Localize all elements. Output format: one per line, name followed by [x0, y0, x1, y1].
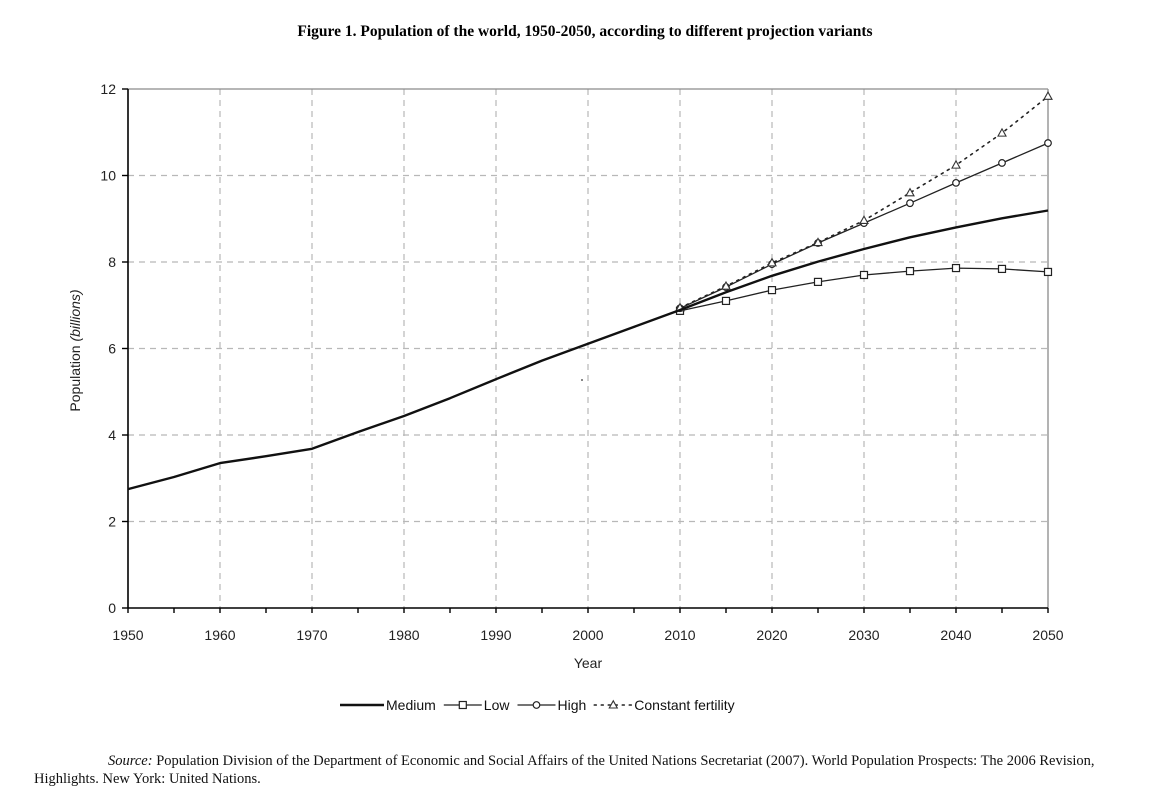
- x-tick-label: 1990: [480, 627, 511, 643]
- series-group: [127, 91, 1053, 491]
- y-axis-label-unit: (billions): [67, 289, 83, 341]
- legend-item-low: Low: [443, 697, 511, 713]
- marker-high: [998, 159, 1006, 167]
- marker-constant-fertility: [859, 215, 869, 225]
- legend-item-constant-fertility: Constant fertility: [593, 697, 735, 713]
- marker-constant-fertility: [767, 257, 777, 267]
- marker-low: [905, 266, 915, 276]
- stray-dot: [581, 379, 583, 381]
- x-tick-label: 2030: [848, 627, 879, 643]
- legend-item-medium: Medium: [340, 697, 436, 713]
- x-axis-ticks: 1950 1960 1970 1980 1990 2000 2010 2020 2030 2040…: [112, 608, 1064, 643]
- x-tick-label: 2000: [572, 627, 603, 643]
- marker-constant-fertility: [1043, 91, 1053, 100]
- legend-marker: [608, 699, 619, 709]
- x-tick-label: 2050: [1032, 627, 1063, 643]
- y-tick-label: 2: [108, 514, 116, 530]
- marker-low: [813, 277, 823, 286]
- gridlines: [128, 89, 1048, 608]
- y-tick-label: 12: [100, 81, 116, 97]
- legend: Medium Low High Constant fertility: [340, 697, 735, 713]
- legend-marker: [458, 700, 467, 710]
- marker-low: [859, 270, 869, 280]
- legend-item-high: High: [517, 697, 586, 713]
- y-tick-label: 0: [108, 600, 116, 616]
- marker-constant-fertility: [721, 280, 731, 290]
- marker-constant-fertility: [813, 237, 823, 247]
- legend-label: High: [557, 697, 586, 713]
- x-tick-label: 1950: [112, 627, 143, 643]
- plot-frame: [128, 88, 1049, 608]
- legend-label: Medium: [386, 697, 436, 713]
- marker-constant-fertility: [997, 127, 1007, 137]
- x-tick-label: 2020: [756, 627, 787, 643]
- source-note: Source: Population Division of the Depar…: [34, 752, 1144, 788]
- marker-low: [767, 286, 777, 295]
- y-tick-label: 6: [108, 341, 116, 357]
- marker-low: [997, 264, 1007, 274]
- x-tick-label: 2010: [664, 627, 695, 643]
- y-axis-label: Population (billions): [67, 289, 83, 411]
- marker-low: [1043, 267, 1053, 277]
- marker-high: [952, 178, 960, 187]
- y-tick-label: 10: [100, 168, 116, 184]
- legend-marker: [532, 701, 541, 709]
- marker-high: [1044, 139, 1052, 147]
- source-text: Population Division of the Department of…: [34, 753, 1095, 787]
- legend-label: Low: [484, 697, 511, 713]
- x-axis-label: Year: [574, 655, 603, 671]
- marker-high: [906, 199, 914, 208]
- series-medium: [127, 209, 1049, 491]
- line-medium: [127, 209, 1049, 491]
- chart-title: Figure 1. Population of the world, 1950-…: [297, 23, 873, 40]
- source-label: Source:: [108, 753, 153, 769]
- x-tick-label: 1980: [388, 627, 419, 643]
- legend-symbol-constant-fertility: [593, 699, 634, 709]
- marker-constant-fertility: [951, 159, 961, 169]
- y-tick-label: 4: [108, 427, 116, 443]
- y-tick-label: 8: [108, 254, 116, 270]
- marker-low: [721, 296, 731, 306]
- x-tick-label: 1970: [296, 627, 327, 643]
- legend-symbol-low: [443, 700, 482, 710]
- marker-low: [951, 263, 961, 273]
- x-tick-label: 2040: [940, 627, 971, 643]
- x-tick-label: 1960: [204, 627, 235, 643]
- legend-symbol-high: [517, 701, 556, 709]
- legend-label: Constant fertility: [634, 697, 734, 713]
- y-axis-ticks: 0 2 4 6 8 10 12: [100, 81, 128, 616]
- marker-constant-fertility: [905, 187, 915, 197]
- series-high: [676, 139, 1052, 313]
- series-constant-fertility: [675, 91, 1053, 312]
- y-axis-label-main: Population: [67, 342, 83, 412]
